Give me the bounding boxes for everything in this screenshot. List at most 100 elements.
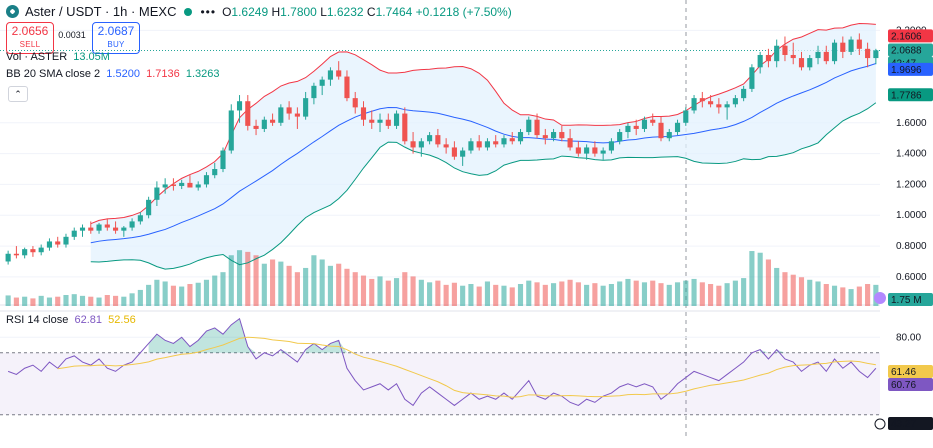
candle-body — [741, 88, 747, 99]
lightning-icon — [874, 292, 886, 304]
rsi-legend[interactable]: RSI 14 close 62.81 52.56 — [6, 314, 136, 326]
candle-body — [427, 135, 433, 142]
candle-body — [113, 227, 119, 231]
bb-lower-axis-label-bg — [888, 88, 933, 102]
volume-bar — [393, 278, 400, 306]
volume-bar — [245, 251, 251, 306]
candle-body — [534, 119, 540, 136]
bb-basis-value: 1.5200 — [106, 68, 140, 80]
volume-bar — [625, 278, 631, 306]
volume-bar — [716, 285, 722, 306]
market-status-icon — [184, 7, 193, 16]
volume-bar — [137, 289, 143, 306]
volume-bar — [749, 251, 755, 306]
volume-bar — [460, 285, 466, 306]
volume-bar — [674, 282, 681, 306]
more-options-icon[interactable]: ••• — [200, 4, 217, 19]
price-tick-label: 1.2000 — [896, 179, 927, 190]
volume-bar — [352, 272, 358, 306]
rsi-band-fill — [0, 352, 880, 415]
aster-logo-icon — [6, 5, 19, 18]
volume-bar — [38, 295, 44, 306]
candle-body — [517, 132, 524, 142]
bollinger-legend[interactable]: BB 20 SMA close 2 1.5200 1.7136 1.3263 — [6, 68, 220, 80]
volume-bar — [807, 279, 813, 306]
last-price-axis-label: 2.0688 — [891, 46, 922, 57]
candle-body — [617, 132, 623, 142]
price-axis: 2.20001.60001.40001.20001.00000.80000.60… — [874, 25, 933, 430]
volume-bar — [493, 284, 499, 306]
candle-body — [716, 104, 722, 108]
volume-bars — [5, 250, 879, 306]
volume-bar — [617, 281, 623, 306]
volume-bar — [633, 280, 639, 306]
volume-legend[interactable]: Vol · ASTER 13.05M — [6, 51, 110, 63]
candle-body — [567, 138, 573, 148]
candle-body — [245, 101, 251, 126]
candle-body — [823, 51, 829, 62]
volume-bar — [856, 286, 862, 306]
price-tick-label: 0.6000 — [896, 272, 927, 283]
volume-bar — [584, 284, 590, 306]
bb-lower-line — [90, 102, 877, 270]
volume-bar — [30, 298, 36, 306]
volume-bar — [5, 295, 11, 306]
symbol-title[interactable]: Aster / USDT · 1h · MEXC — [25, 4, 177, 19]
collapse-legend-icon[interactable]: ⌃ — [8, 86, 28, 102]
candle-body — [418, 141, 424, 148]
volume-bar — [360, 275, 367, 306]
candle-body — [840, 42, 846, 52]
candle-body — [228, 110, 234, 151]
volume-bar — [278, 261, 284, 306]
candle-body — [807, 58, 813, 68]
volume-bar — [534, 282, 540, 306]
candle-body — [757, 54, 763, 68]
volume-bar — [46, 297, 53, 306]
candle-body — [873, 50, 879, 59]
rsi-cursor-axis-label-bg — [888, 417, 933, 430]
volume-bar — [418, 279, 424, 306]
volume-bar — [195, 282, 201, 306]
candle-body — [137, 215, 143, 222]
volume-bar — [55, 296, 61, 306]
volume-bar — [63, 295, 69, 306]
candle-body — [278, 107, 284, 123]
candle-body — [319, 79, 325, 86]
candle-body — [451, 147, 457, 157]
volume-bar — [253, 255, 259, 306]
volume-bar — [443, 284, 449, 306]
candle-body — [724, 104, 730, 108]
price-tick-label: 0.8000 — [896, 241, 927, 252]
volume-bar — [170, 285, 176, 306]
sell-button[interactable]: 2.0656 SELL — [6, 22, 54, 54]
volume-bar — [344, 268, 350, 306]
candle-body — [170, 184, 176, 186]
candle-body — [732, 98, 738, 105]
candle-body — [203, 175, 210, 185]
volume-bar — [658, 283, 664, 306]
candle-body — [708, 101, 714, 105]
last-price-axis-label-bg — [888, 43, 933, 57]
volume-bar — [113, 295, 119, 306]
volume-bar — [551, 283, 557, 306]
price-tick-label: 1.4000 — [896, 149, 927, 160]
candle-body — [831, 42, 838, 62]
candle-body — [13, 253, 19, 256]
volume-bar — [476, 286, 482, 306]
candle-body — [377, 119, 383, 123]
buy-button[interactable]: 2.0687 BUY — [92, 22, 140, 54]
rsi-axis-label: 60.76 — [891, 380, 916, 391]
candle-body — [848, 39, 854, 52]
volume-bar — [666, 284, 672, 306]
volume-bar — [311, 255, 317, 306]
volume-bar — [790, 274, 796, 306]
volume-bar — [212, 275, 218, 306]
candle-body — [261, 119, 267, 129]
candle-body — [220, 150, 226, 170]
bollinger-band-area — [90, 23, 876, 270]
candle-body — [584, 147, 590, 154]
volume-bar — [319, 259, 325, 306]
volume-bar — [71, 294, 77, 306]
sell-price: 2.0656 — [11, 24, 49, 38]
